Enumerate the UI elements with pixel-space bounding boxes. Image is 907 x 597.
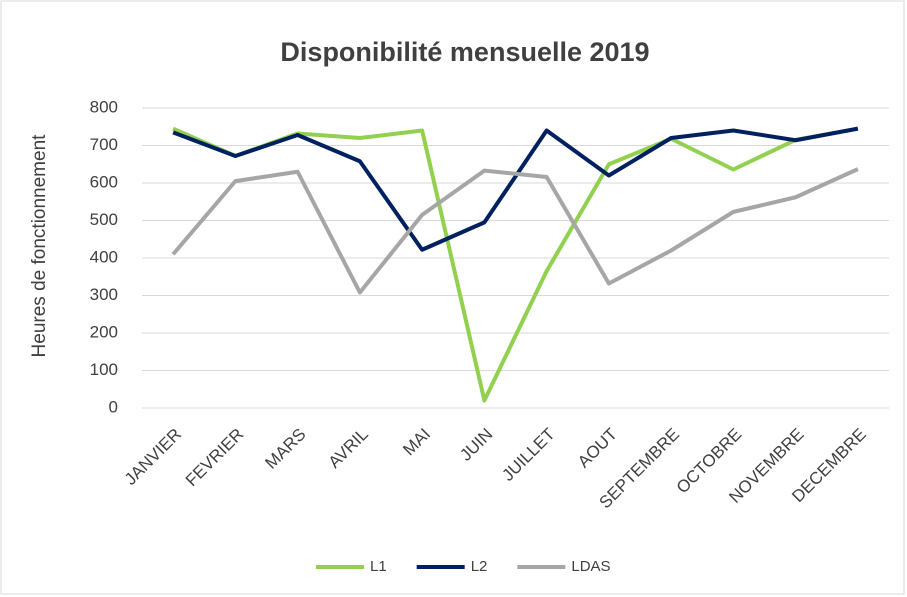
y-tick-label: 100 [90, 360, 118, 379]
y-axis-label: Heures de fonctionnement [29, 134, 50, 358]
y-tick-label: 400 [90, 247, 118, 266]
chart-title: Disponibilité mensuelle 2019 [280, 37, 649, 67]
y-tick-label: 800 [90, 97, 118, 116]
y-tick-label: 200 [90, 322, 118, 341]
series-line [172, 126, 859, 252]
y-tick-label: 300 [90, 285, 118, 304]
legend-label: LDAS [571, 558, 610, 575]
y-tick-label: 0 [109, 397, 118, 416]
series-line [171, 167, 859, 295]
legend-label: L2 [471, 558, 488, 575]
y-tick-label: 700 [90, 135, 118, 154]
legend-label: L1 [370, 558, 387, 575]
y-tick-label: 600 [90, 172, 118, 191]
y-tick-label: 500 [90, 210, 118, 229]
